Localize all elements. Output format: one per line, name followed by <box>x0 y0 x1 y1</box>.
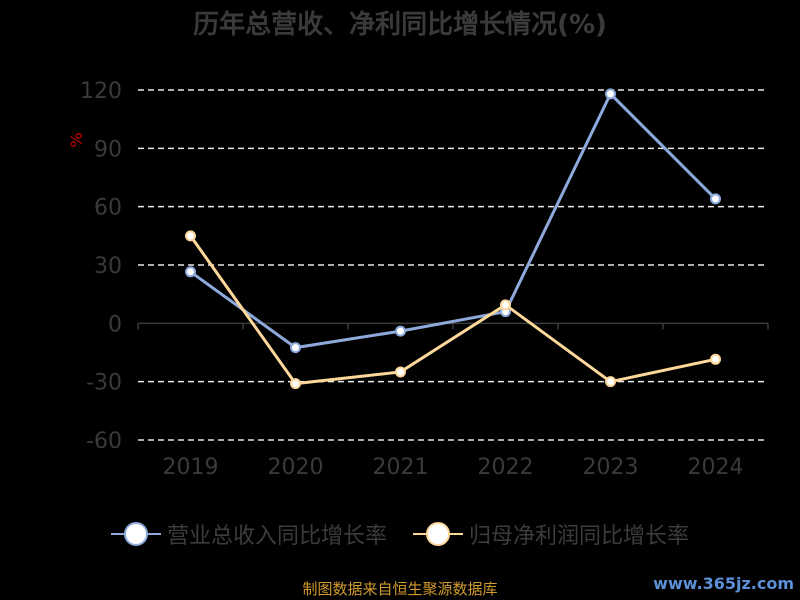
y-tick-label: 90 <box>94 137 122 162</box>
data-source-note: 制图数据来自恒生聚源数据库 <box>302 580 498 598</box>
legend-marker-net-profit <box>413 522 463 546</box>
legend-item-net-profit[interactable]: 归母净利润同比增长率 <box>413 518 689 550</box>
series-line-1 <box>189 234 716 386</box>
series-line-0 <box>189 91 717 350</box>
data-point <box>185 230 196 242</box>
data-point <box>605 376 616 388</box>
x-tick-label: 2021 <box>373 455 429 480</box>
y-tick-label: 0 <box>108 312 122 337</box>
legend-item-revenue[interactable]: 营业总收入同比增长率 <box>110 518 387 550</box>
data-point <box>395 366 406 378</box>
legend: 营业总收入同比增长率 归母净利润同比增长率 <box>0 518 800 550</box>
legend-marker-revenue <box>110 522 161 546</box>
data-point <box>395 325 406 337</box>
y-tick-label: 30 <box>94 254 122 279</box>
legend-label-net-profit: 归母净利润同比增长率 <box>469 524 690 549</box>
y-tick-label: 120 <box>80 79 122 104</box>
legend-label-revenue: 营业总收入同比增长率 <box>166 524 387 549</box>
data-point <box>500 299 511 311</box>
y-axis-label: % <box>67 132 86 147</box>
x-tick-label: 2019 <box>163 455 219 480</box>
data-point <box>290 378 301 390</box>
data-point <box>290 342 301 354</box>
data-point <box>710 193 721 205</box>
watermark: www.365jz.com <box>653 574 794 593</box>
x-tick-label: 2022 <box>478 455 534 480</box>
y-tick-label: -60 <box>86 429 122 454</box>
x-tick-label: 2024 <box>688 455 744 480</box>
y-tick-label: -30 <box>86 371 122 396</box>
data-point <box>605 88 616 100</box>
data-point <box>710 353 721 365</box>
data-point <box>185 266 196 278</box>
x-tick-label: 2020 <box>268 455 324 480</box>
chart-title: 历年总营收、净利同比增长情况(%) <box>193 10 607 40</box>
x-tick-label: 2023 <box>583 455 639 480</box>
y-tick-label: 60 <box>94 196 122 221</box>
